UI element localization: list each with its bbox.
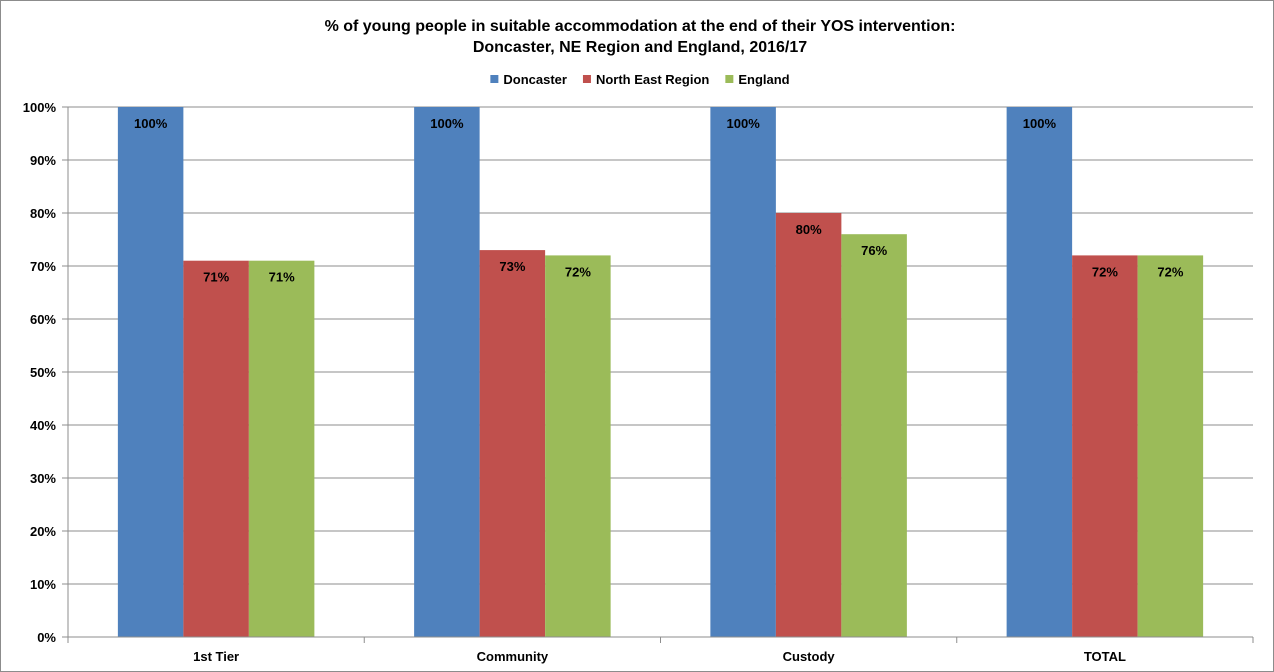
data-label: 76% (861, 243, 887, 258)
y-tick-label: 100% (23, 100, 57, 115)
bar-doncaster-community (414, 107, 480, 637)
legend-swatch-north-east-region (582, 75, 591, 83)
data-label: 71% (203, 270, 229, 285)
data-label: 72% (1157, 264, 1183, 279)
x-category-label: Custody (783, 649, 836, 664)
legend-label-north-east-region: North East Region (596, 72, 709, 87)
x-category-label: TOTAL (1084, 649, 1126, 664)
bar-north-east-region-community (479, 250, 546, 637)
y-tick-label: 0% (37, 630, 56, 645)
x-category-label: 1st Tier (193, 649, 239, 664)
bar-doncaster-1st-tier (117, 107, 184, 637)
bar-england-1st-tier (248, 260, 315, 637)
bar-doncaster-custody (710, 107, 776, 637)
bar-north-east-region-total (1072, 255, 1138, 637)
bar-england-custody (841, 234, 907, 637)
y-tick-label: 90% (30, 153, 56, 168)
y-tick-label: 10% (30, 577, 56, 592)
y-tick-label: 50% (30, 365, 56, 380)
bars: 100% 71% 71% 100% 73% 72% 100% 80% 76% 100% 72% 72% (117, 107, 1204, 637)
data-label: 100% (430, 116, 464, 131)
data-label: 71% (269, 270, 295, 285)
bar-england-total (1137, 255, 1204, 637)
bar-north-east-region-custody (775, 213, 842, 637)
bar-north-east-region-1st-tier (183, 260, 249, 637)
data-label: 80% (796, 222, 822, 237)
x-category-label: Community (477, 649, 549, 664)
data-label: 73% (499, 259, 525, 274)
chart-subtitle: Doncaster, NE Region and England, 2016/1… (473, 39, 807, 56)
y-tick-label: 70% (30, 259, 56, 274)
y-axis: 0% 10% 20% 30% 40% 50% 60% 70% 80% 90% 100% (23, 100, 69, 645)
legend-swatch-england (725, 75, 734, 83)
legend-swatch-doncaster (490, 75, 499, 83)
legend: Doncaster North East Region England (490, 72, 790, 87)
x-axis: 1st Tier Community Custody TOTAL (67, 636, 1254, 664)
data-label: 72% (565, 264, 591, 279)
bar-england-community (545, 255, 611, 637)
y-tick-label: 40% (30, 418, 56, 433)
data-label: 100% (1023, 116, 1057, 131)
y-tick-label: 20% (30, 524, 56, 539)
bar-doncaster-total (1006, 107, 1073, 637)
chart-title: % of young people in suitable accommodat… (325, 18, 956, 35)
data-label: 72% (1092, 264, 1118, 279)
y-tick-label: 60% (30, 312, 56, 327)
data-label: 100% (134, 116, 168, 131)
legend-label-england: England (738, 72, 789, 87)
y-tick-label: 30% (30, 471, 56, 486)
data-label: 100% (727, 116, 761, 131)
legend-label-doncaster: Doncaster (503, 72, 567, 87)
y-tick-label: 80% (30, 206, 56, 221)
